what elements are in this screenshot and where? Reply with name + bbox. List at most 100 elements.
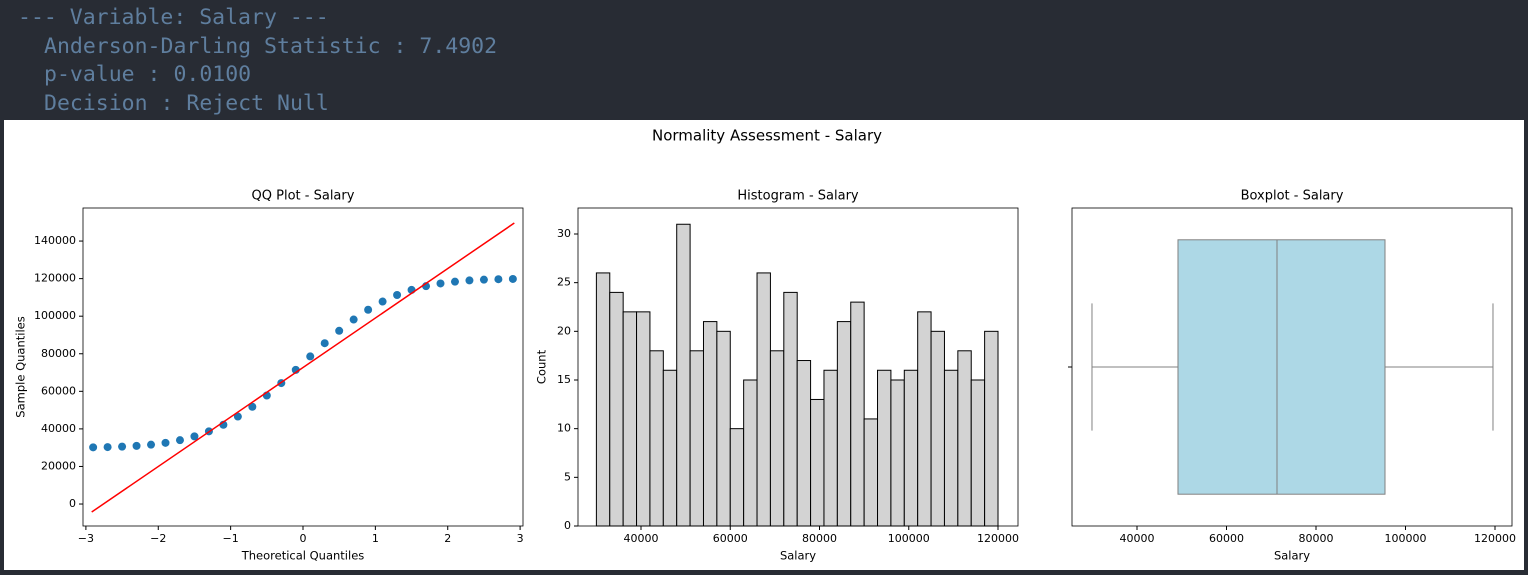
bar xyxy=(943,369,959,527)
qq-point xyxy=(479,275,488,284)
bar xyxy=(609,291,624,527)
qq-point xyxy=(306,352,315,361)
x-tick-label: −3 xyxy=(78,532,94,545)
qq-point xyxy=(132,441,141,450)
bar xyxy=(622,311,638,527)
bar xyxy=(930,330,945,527)
y-tick-label: 25 xyxy=(557,276,571,289)
qq-point xyxy=(335,326,344,335)
bar xyxy=(702,321,718,527)
x-tick-label: 100000 xyxy=(1384,532,1426,545)
x-axis-label: Salary xyxy=(780,549,816,563)
bar xyxy=(649,350,664,527)
bar xyxy=(970,379,986,527)
y-tick-label: 40000 xyxy=(41,422,76,435)
y-tick-label: 60000 xyxy=(41,384,76,397)
qq-point xyxy=(103,443,112,452)
x-tick-label: 60000 xyxy=(713,532,748,545)
bar xyxy=(662,369,678,527)
x-tick-label: 40000 xyxy=(624,532,659,545)
x-tick-label: 80000 xyxy=(1298,532,1333,545)
console-line: Decision : Reject Null xyxy=(44,91,329,116)
qq-point xyxy=(378,297,387,306)
x-tick-label: 60000 xyxy=(1209,532,1244,545)
y-tick-label: 0 xyxy=(564,519,571,532)
x-tick-label: 3 xyxy=(517,532,524,545)
bar xyxy=(903,369,919,527)
axes-frame xyxy=(1071,207,1513,527)
fit-line xyxy=(91,222,515,513)
qq-point xyxy=(465,276,474,285)
bar xyxy=(877,369,892,527)
qq-point xyxy=(494,275,503,284)
subplot-title: Boxplot - Salary xyxy=(1241,189,1344,204)
bar xyxy=(595,272,611,527)
qq-point xyxy=(450,277,459,286)
x-tick-label: 1 xyxy=(372,532,379,545)
qq-point xyxy=(89,443,98,452)
x-tick-label: 120000 xyxy=(977,532,1019,545)
x-tick-label: −1 xyxy=(223,532,239,545)
bar xyxy=(957,350,972,527)
qq-point xyxy=(508,274,517,283)
bar xyxy=(836,321,852,527)
bar xyxy=(636,311,651,527)
y-tick-label: 20000 xyxy=(41,459,76,472)
qq-point xyxy=(118,442,127,451)
figure-title: Normality Assessment - Salary xyxy=(652,127,882,145)
bar xyxy=(756,272,771,527)
bar xyxy=(863,418,879,527)
x-tick-label: 0 xyxy=(300,532,307,545)
y-tick-label: 80000 xyxy=(41,347,76,360)
x-tick-label: −2 xyxy=(150,532,166,545)
bar xyxy=(917,311,932,527)
x-tick-label: 100000 xyxy=(888,532,930,545)
y-axis-label: Sample Quantiles xyxy=(14,316,28,417)
qq-point xyxy=(248,402,257,411)
y-tick-label: 140000 xyxy=(34,234,76,247)
bar xyxy=(783,291,798,527)
x-tick-label: 120000 xyxy=(1474,532,1516,545)
qq-point xyxy=(320,339,329,348)
x-axis-label: Salary xyxy=(1274,549,1310,563)
console-line: p-value : 0.0100 xyxy=(44,62,251,87)
subplot-title: Histogram - Salary xyxy=(737,189,859,204)
y-tick-label: 30 xyxy=(557,227,571,240)
qq-point xyxy=(349,315,358,324)
y-tick-label: 20 xyxy=(557,324,571,337)
bar xyxy=(823,369,838,527)
qq-point xyxy=(364,305,373,314)
y-tick-label: 10 xyxy=(557,422,571,435)
x-tick-label: 40000 xyxy=(1119,532,1154,545)
qq-point xyxy=(233,412,242,421)
bar xyxy=(689,350,704,527)
axes-frame xyxy=(577,207,1019,527)
subplot-title: QQ Plot - Salary xyxy=(252,189,355,204)
y-axis-label: Count xyxy=(535,349,549,384)
y-tick-label: 0 xyxy=(69,497,76,510)
qq-point xyxy=(161,438,170,447)
qq-point xyxy=(175,436,184,445)
y-tick-label: 5 xyxy=(564,470,571,483)
y-tick-label: 120000 xyxy=(34,272,76,285)
bar xyxy=(769,350,785,527)
qq-point xyxy=(190,432,199,441)
bar xyxy=(676,223,691,527)
bar xyxy=(810,398,825,527)
qq-point xyxy=(147,440,156,449)
y-tick-label: 15 xyxy=(557,373,571,386)
axes-frame xyxy=(82,207,524,527)
x-tick-label: 2 xyxy=(444,532,451,545)
x-axis-label: Theoretical Quantiles xyxy=(241,549,365,563)
qq-point xyxy=(393,290,402,299)
console-line: Anderson-Darling Statistic : 7.4902 xyxy=(44,34,497,59)
bar xyxy=(890,379,905,527)
box xyxy=(1177,239,1386,495)
qq-point xyxy=(436,279,445,288)
console-line: --- Variable: Salary --- xyxy=(18,5,329,30)
x-tick-label: 80000 xyxy=(802,532,837,545)
bar xyxy=(796,360,812,527)
bar xyxy=(729,428,745,527)
